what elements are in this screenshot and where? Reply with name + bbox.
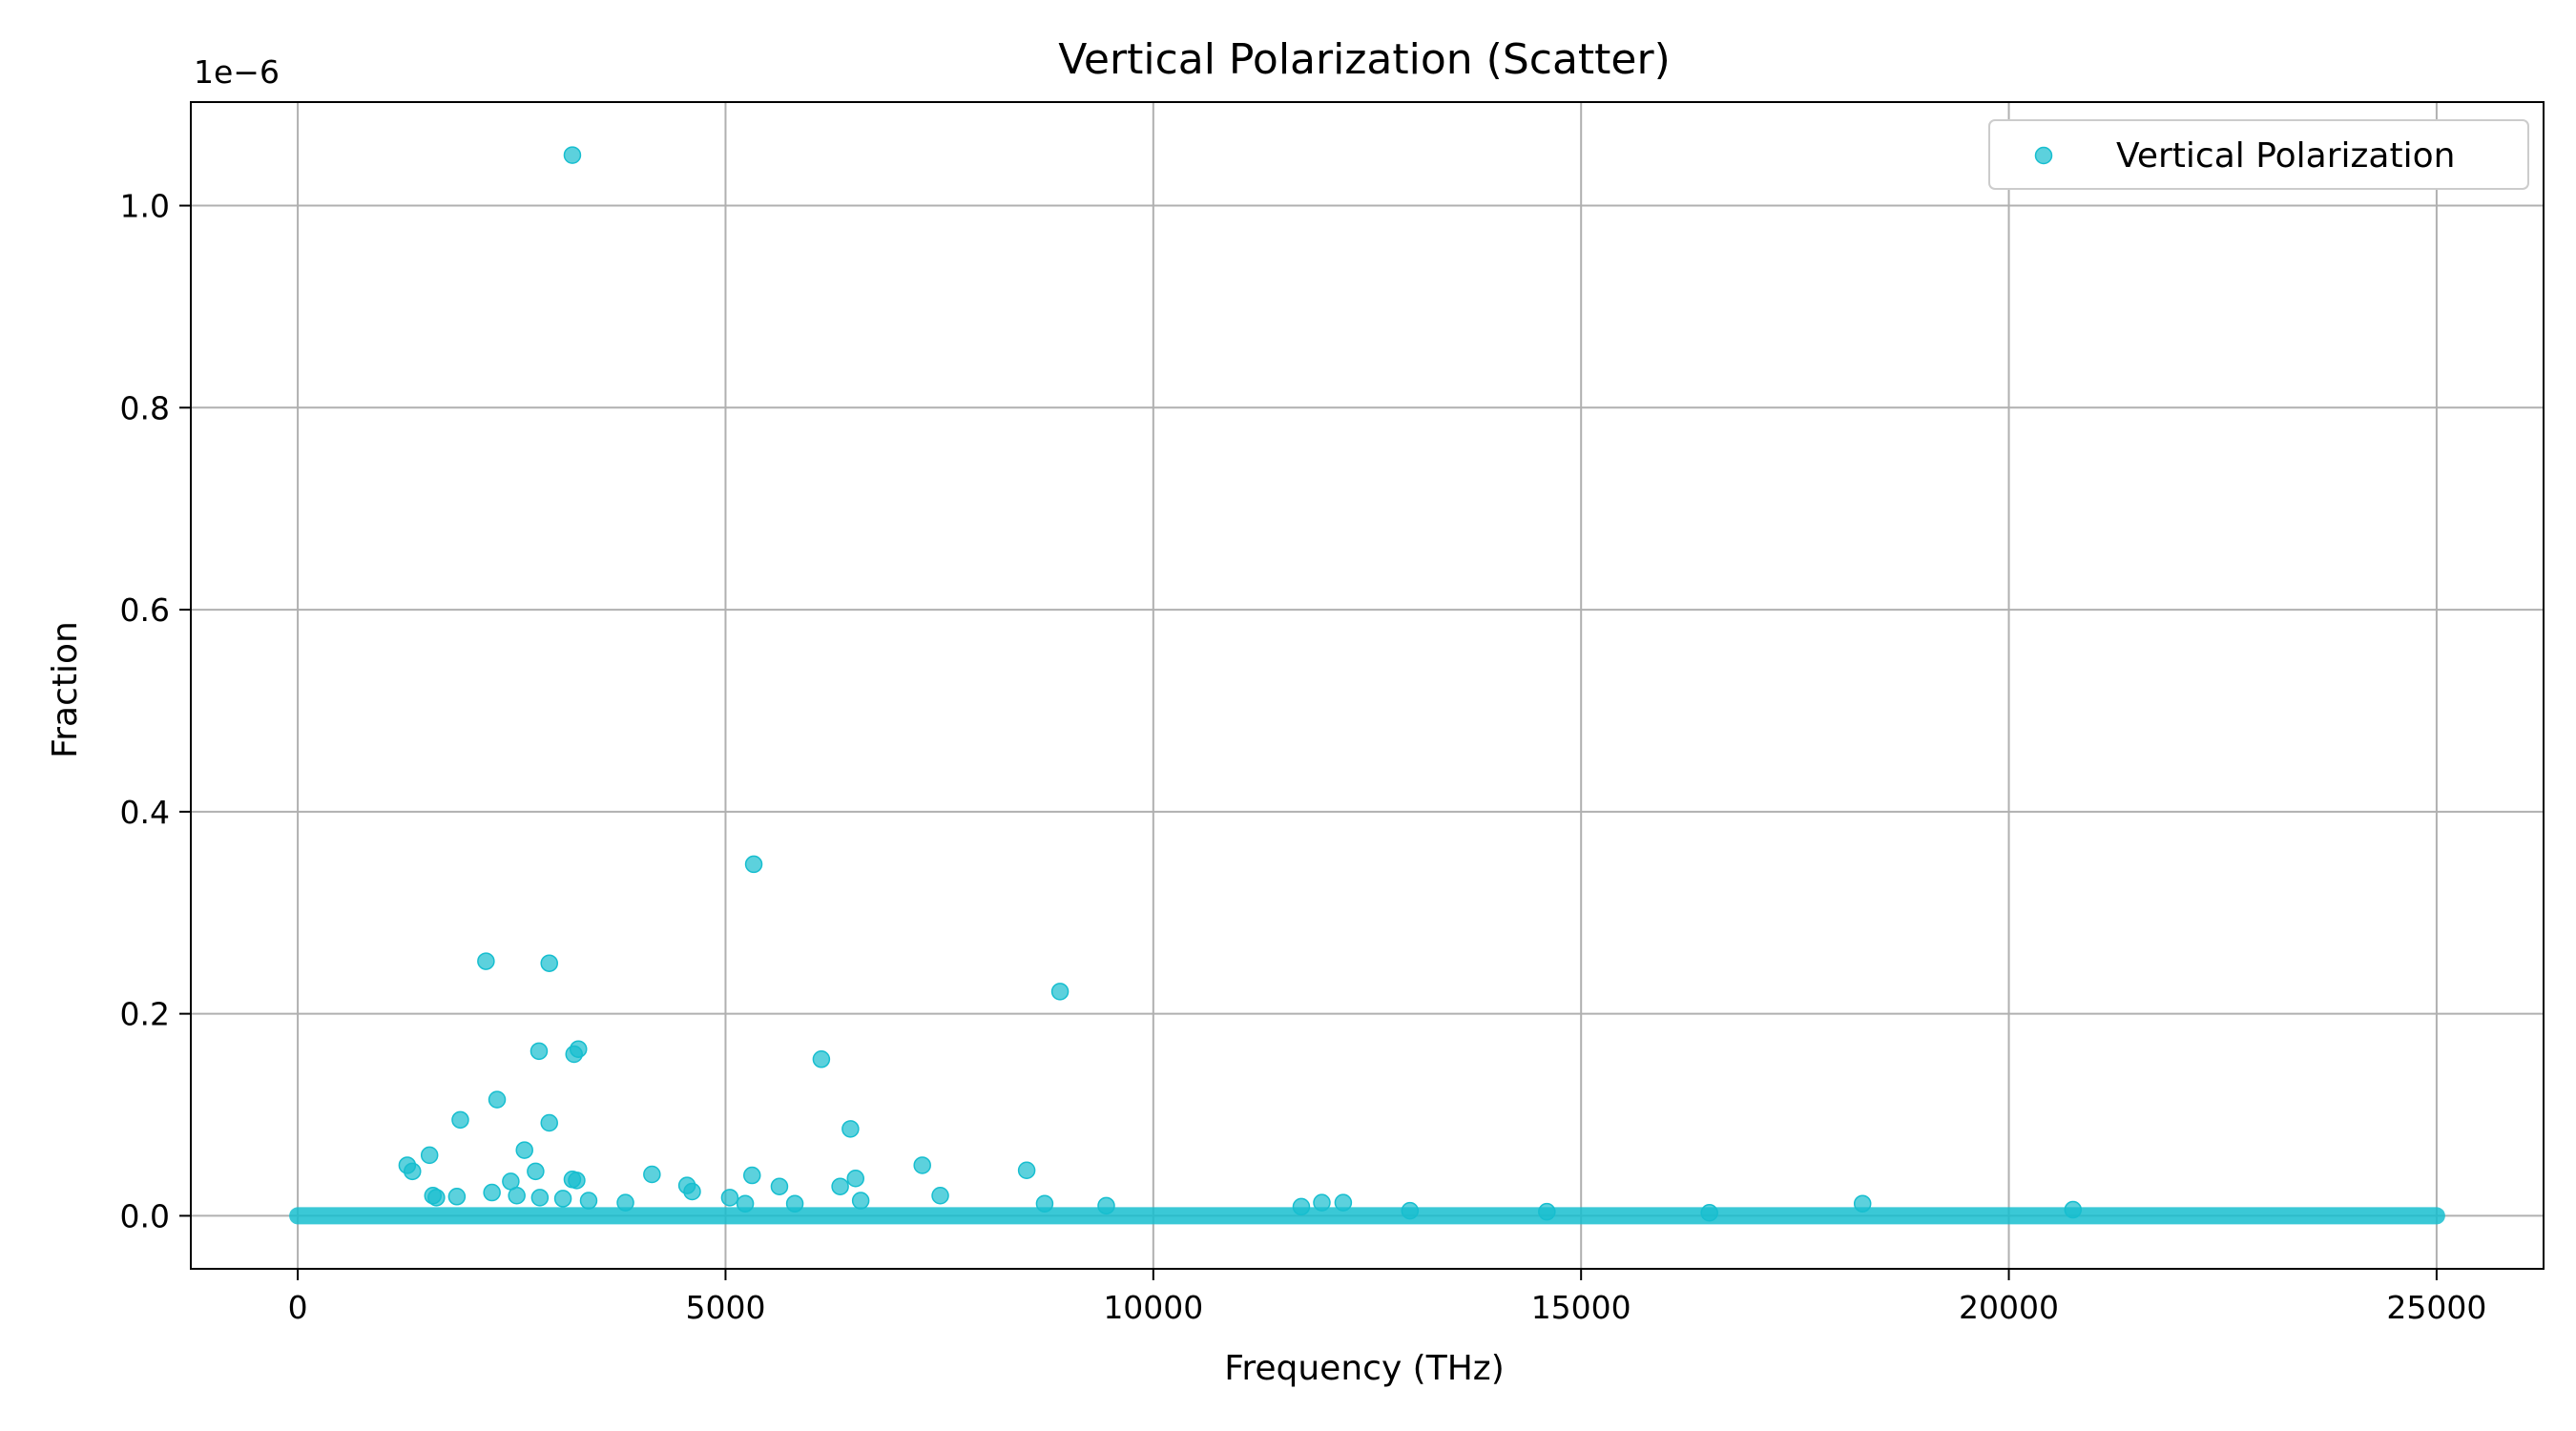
data-point (540, 1113, 558, 1132)
data-point (488, 1090, 507, 1109)
data-point (447, 1188, 467, 1206)
data-point (931, 1186, 949, 1205)
legend-label: Vertical Polarization (2116, 136, 2455, 176)
y-tick-label: 0.0 (120, 1197, 170, 1234)
data-point (743, 1166, 761, 1185)
data-point (913, 1156, 931, 1174)
x-tick-label: 0 (288, 1289, 308, 1326)
y-axis-label: Fraction (46, 621, 85, 758)
data-point (770, 1177, 789, 1195)
data-point (540, 954, 558, 972)
data-point (1097, 1196, 1115, 1215)
data-points (398, 146, 2083, 1222)
data-point (579, 1192, 598, 1210)
chart-title: Vertical Polarization (Scatter) (1058, 35, 1670, 84)
x-tick-label: 10000 (1103, 1289, 1203, 1326)
y-tick-label: 1.0 (120, 188, 170, 225)
data-point (1538, 1202, 1556, 1221)
data-point (1401, 1201, 1420, 1220)
data-point (1017, 1161, 1036, 1180)
data-point (831, 1177, 849, 1195)
y-offset-text: 1e−6 (194, 53, 280, 91)
x-tick-label: 20000 (1959, 1289, 2059, 1326)
data-point (1853, 1194, 1872, 1213)
legend: Vertical Polarization (1988, 119, 2529, 190)
data-point (851, 1192, 870, 1210)
y-tick-label: 0.2 (120, 996, 170, 1033)
x-axis-label: Frequency (THz) (1224, 1349, 1504, 1388)
data-point (404, 1162, 422, 1181)
data-point (1035, 1194, 1054, 1213)
data-point (785, 1194, 804, 1213)
data-point (563, 146, 582, 164)
x-tick-label: 25000 (2386, 1289, 2486, 1326)
data-point (846, 1169, 865, 1188)
data-point (1313, 1193, 1331, 1212)
data-point (508, 1186, 526, 1205)
data-point (1292, 1197, 1311, 1216)
data-point (530, 1042, 549, 1061)
data-point (683, 1182, 701, 1201)
data-point (483, 1183, 501, 1202)
data-point (530, 1189, 550, 1207)
x-tick-label: 5000 (685, 1289, 765, 1326)
data-point (527, 1162, 545, 1181)
data-point (477, 952, 495, 970)
x-tick-label: 15000 (1531, 1289, 1631, 1326)
data-point (515, 1141, 533, 1159)
data-point (643, 1165, 661, 1184)
data-point (1334, 1193, 1353, 1212)
data-point (2064, 1200, 2083, 1219)
data-point (841, 1120, 860, 1138)
data-point (553, 1190, 572, 1208)
y-tick-label: 0.6 (120, 591, 170, 629)
data-point (565, 1045, 583, 1064)
y-tick-label: 0.4 (120, 794, 170, 831)
data-point (1050, 983, 1070, 1001)
data-point (1700, 1203, 1718, 1222)
axes-frame (190, 101, 2545, 1270)
legend-marker (2034, 146, 2053, 165)
data-point (420, 1146, 439, 1165)
data-point (427, 1189, 446, 1207)
data-point (736, 1194, 755, 1213)
data-point (720, 1189, 739, 1207)
data-point (812, 1050, 831, 1068)
data-point (616, 1193, 634, 1212)
ticks: 0 5000 10000 15000 20000 25000 0.0 0.2 0.4 0.6 0.8… (120, 188, 2487, 1326)
data-point (744, 855, 763, 874)
y-tick-label: 0.8 (120, 389, 170, 426)
data-point (451, 1110, 469, 1130)
data-point (568, 1172, 586, 1190)
legend-box (1988, 119, 2529, 190)
